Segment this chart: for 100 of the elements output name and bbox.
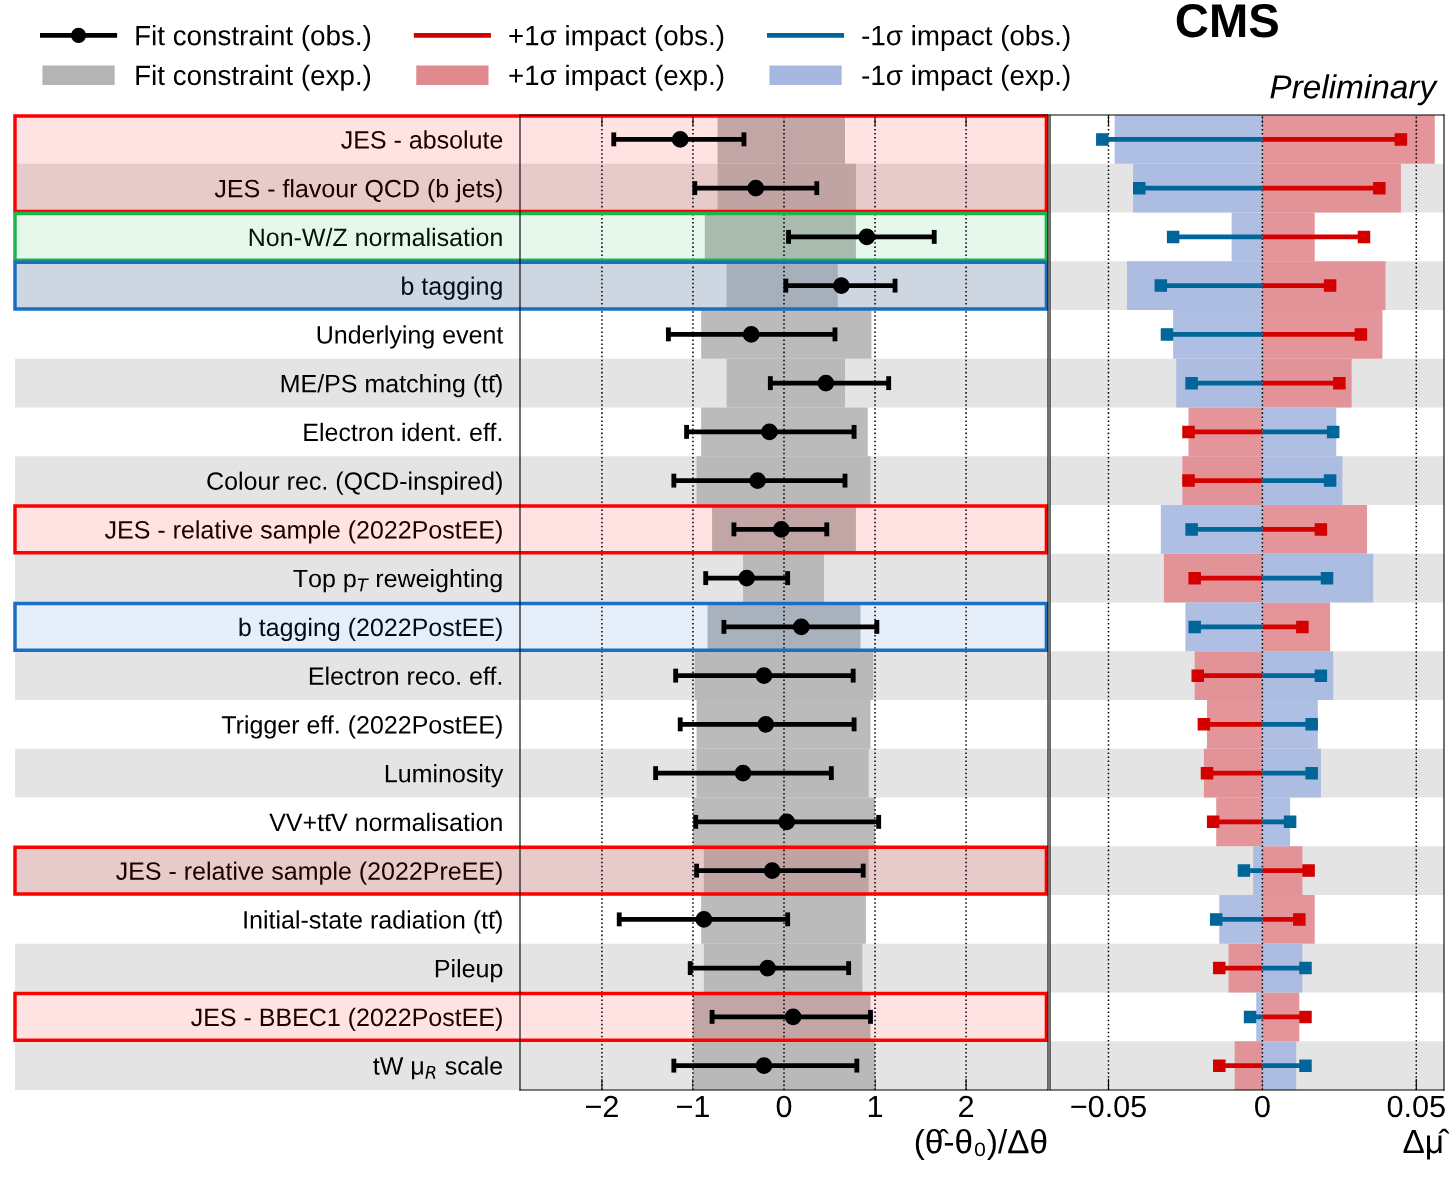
point bbox=[757, 716, 775, 733]
y-tick-label: Luminosity bbox=[385, 764, 504, 788]
y-tick-label: Colour rec. (QCD-inspired) bbox=[207, 471, 502, 495]
x-tick-label: −0.05 bbox=[1071, 1095, 1146, 1118]
y-tick-label: Electron ident. eff. bbox=[304, 422, 502, 442]
point bbox=[1133, 181, 1146, 195]
point bbox=[763, 862, 781, 879]
point bbox=[1213, 1059, 1226, 1072]
point bbox=[1293, 913, 1306, 926]
legend-label: +1σ impact (obs.) bbox=[509, 25, 724, 51]
point bbox=[738, 569, 756, 587]
x-axis-title: Δμ̂ bbox=[1403, 1128, 1450, 1160]
point bbox=[1299, 1059, 1312, 1072]
legend-label: +1σ impact (exp.) bbox=[509, 64, 724, 91]
point bbox=[1160, 328, 1174, 341]
y-tick-label: VV+tt̄V normalisation bbox=[269, 812, 502, 832]
point bbox=[695, 911, 713, 928]
y-tick-label: ME/PS matching (tt̄) bbox=[281, 374, 502, 398]
point bbox=[792, 618, 810, 636]
bar bbox=[1262, 505, 1368, 554]
point bbox=[1200, 766, 1214, 780]
y-tick-label: Top p$_{T}$ reweighting bbox=[293, 569, 502, 593]
point bbox=[1197, 718, 1211, 731]
point bbox=[1206, 815, 1220, 829]
point bbox=[761, 423, 778, 441]
point bbox=[749, 472, 766, 489]
point bbox=[1373, 181, 1386, 195]
y-tick-label: Pileup bbox=[435, 959, 503, 983]
y-tick-label: b tagging (2022PostEE) bbox=[239, 617, 502, 642]
y-tick-label: JES - flavour QCD (b jets) bbox=[214, 179, 502, 203]
point bbox=[1188, 620, 1201, 634]
text: CMS bbox=[1176, 3, 1278, 38]
point bbox=[1243, 1010, 1257, 1024]
y-tick-label: Trigger eff. (2022PostEE) bbox=[221, 715, 502, 739]
legend-label: -1σ impact (exp.) bbox=[862, 64, 1070, 91]
bar bbox=[1262, 553, 1374, 603]
x-tick-label: 0 bbox=[1255, 1095, 1270, 1118]
y-tick-label: tW μ$_{R}$ scale bbox=[373, 1056, 502, 1080]
point bbox=[1323, 474, 1337, 487]
point bbox=[1305, 766, 1318, 780]
point bbox=[1182, 474, 1195, 487]
bar bbox=[1160, 505, 1263, 554]
y-tick-label: Underlying event bbox=[317, 325, 504, 349]
point bbox=[1305, 718, 1318, 731]
point bbox=[1394, 133, 1408, 146]
point bbox=[1296, 620, 1309, 634]
point bbox=[1283, 815, 1297, 829]
point bbox=[1185, 523, 1198, 536]
point bbox=[1166, 230, 1180, 244]
y-tick-label: Non-W/Z normalisation bbox=[249, 227, 502, 247]
y-tick-label: JES - absolute bbox=[341, 130, 503, 149]
x-tick-label: 1 bbox=[868, 1095, 883, 1117]
point bbox=[858, 228, 876, 246]
point bbox=[778, 813, 796, 831]
point bbox=[1354, 328, 1368, 341]
bar bbox=[1262, 602, 1331, 652]
x-tick-label: −1 bbox=[677, 1095, 709, 1117]
bar bbox=[1163, 553, 1263, 603]
legend-label: Fit constraint (obs.) bbox=[136, 25, 371, 51]
x-tick-label: −2 bbox=[586, 1095, 618, 1117]
point bbox=[1314, 669, 1328, 682]
point bbox=[1333, 376, 1346, 390]
y-tick-label: Initial-state radiation (tt̄) bbox=[244, 910, 502, 934]
point bbox=[772, 521, 790, 538]
y-tick-label: JES - relative sample (2022PostEE) bbox=[104, 520, 502, 544]
point bbox=[1326, 425, 1340, 439]
point bbox=[755, 667, 773, 684]
point bbox=[1323, 279, 1337, 292]
point bbox=[1357, 230, 1371, 244]
point bbox=[817, 374, 835, 392]
point bbox=[747, 179, 765, 197]
point bbox=[1185, 376, 1198, 390]
point bbox=[759, 959, 776, 977]
legend-label: Fit constraint (exp.) bbox=[136, 64, 371, 91]
point bbox=[755, 1057, 773, 1074]
point bbox=[1299, 1010, 1312, 1024]
x-axis-title: (θ̂-θ₀)/Δθ bbox=[915, 1128, 1047, 1161]
y-tick-label: Electron reco. eff. bbox=[309, 666, 502, 685]
point bbox=[734, 764, 752, 782]
point bbox=[1237, 864, 1251, 877]
point bbox=[1188, 571, 1201, 585]
point bbox=[1320, 571, 1334, 585]
point bbox=[1213, 961, 1226, 975]
point bbox=[1154, 279, 1168, 292]
legend-label: -1σ impact (obs.) bbox=[862, 25, 1070, 51]
point bbox=[784, 1008, 802, 1026]
y-tick-label: b tagging bbox=[402, 276, 502, 300]
point bbox=[833, 277, 850, 294]
x-tick-label: 2 bbox=[959, 1095, 974, 1117]
point bbox=[1209, 913, 1223, 926]
x-tick-label: 0 bbox=[776, 1095, 792, 1118]
point bbox=[1096, 133, 1109, 146]
point bbox=[1299, 961, 1312, 975]
text: Preliminary bbox=[1270, 74, 1438, 106]
y-tick-label: JES - relative sample (2022PreEE) bbox=[116, 861, 502, 885]
y-tick-label: JES - BBEC1 (2022PostEE) bbox=[191, 1007, 502, 1032]
point bbox=[1314, 523, 1328, 536]
point bbox=[1182, 425, 1195, 439]
point bbox=[742, 326, 760, 343]
x-tick-label: 0.05 bbox=[1387, 1095, 1445, 1118]
